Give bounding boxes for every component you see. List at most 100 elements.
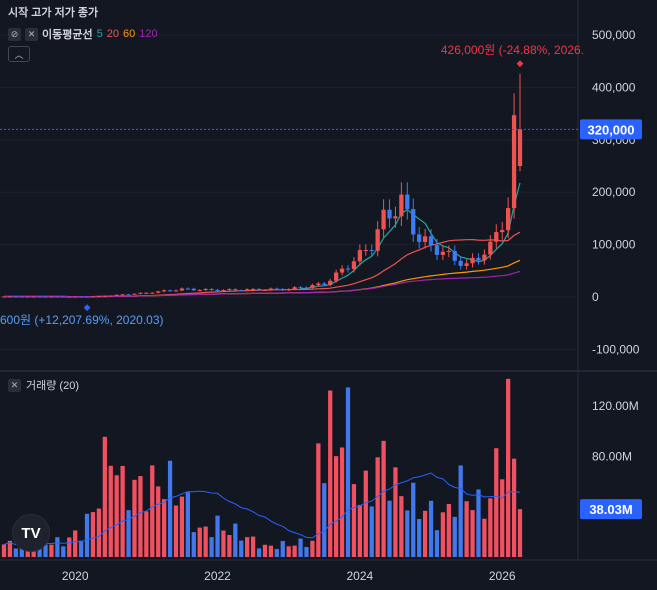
candle-body [31,296,36,298]
volume-bar [339,447,345,557]
candle-body [440,251,446,255]
candle-body [167,290,173,292]
candle-body [357,250,362,262]
chevron-up-icon[interactable]: ︿ [8,46,30,62]
low-marker: ◆ [84,302,91,312]
volume-tick-label: 80.00M [592,449,632,463]
volume-bar [506,378,511,557]
volume-bar [422,510,428,557]
volume-bar [250,536,256,557]
price-tick-label: 100,000 [592,238,636,252]
candle-body [132,293,137,295]
volume-bar [245,537,250,557]
volume-bar [55,537,60,557]
moving-average-legend: ⊘ ✕ 이동평균선 5 20 60 120 [8,26,158,42]
candle-body [221,290,226,292]
candle-body [37,296,42,298]
volume-bar [494,448,499,557]
candle-body [55,296,60,298]
volume-bar [470,510,475,557]
volume-bar [482,518,487,557]
ma-title: 이동평균선 [42,29,93,41]
volume-bar [417,519,422,557]
candle-body [422,236,428,242]
ma-60-label: 60 [122,28,136,40]
volume-bar [102,436,107,557]
volume-ma-line [3,472,521,546]
volume-legend: ✕ 거래량 (20) [8,377,79,393]
low-annotation: 600원 (+12,207.69%, 2020.03) [0,313,164,327]
close-icon[interactable]: ✕ [25,27,38,41]
candle-body [381,209,386,230]
candle-body [369,249,374,251]
candle-body [345,268,351,270]
candle-body [351,261,357,270]
candle-body [488,241,493,255]
volume-bar [78,540,84,557]
eye-off-icon[interactable]: ⊘ [8,27,21,41]
candle-body [334,272,339,281]
volume-bar [328,390,333,557]
candle-body [399,194,404,217]
volume-bar [227,535,232,557]
candle-body [393,216,398,219]
volume-bar [280,541,285,557]
volume-bar [179,496,185,557]
candle-body [191,288,196,291]
candle-body [428,236,434,246]
candle-body [25,296,30,298]
candle-body [156,291,161,293]
candle-body [19,296,24,298]
volume-bar [114,475,119,557]
candle-body [96,295,102,297]
candle-body [470,257,475,264]
volume-bar [488,498,493,557]
ma-120-label: 120 [139,28,158,40]
volume-bar [61,546,66,557]
candle-body [328,280,333,285]
volume-bar [90,512,96,557]
volume-bar [446,503,451,557]
tradingview-logo[interactable]: TV [12,514,50,552]
volume-bar [120,465,125,557]
volume-bar [405,510,410,557]
volume-bar [256,548,262,557]
time-tick-label: 2026 [489,569,516,583]
price-tick-label: 500,000 [592,28,636,42]
candle-body [209,289,214,291]
candle-body [233,289,238,291]
volume-bar [369,506,374,557]
candle-body [411,209,416,235]
candle-body [506,208,511,231]
candle-body [78,296,84,298]
volume-bar [13,548,18,557]
volume-bar [357,504,362,557]
volume-collapse-icon[interactable]: ✕ [8,378,21,392]
volume-bar [399,496,404,557]
candle-body [239,290,244,292]
candle-body [61,296,66,298]
volume-bar [144,511,149,557]
candle-body [298,287,303,289]
high-annotation: 426,000원 (-24.88%, 2026. [441,43,584,57]
candle-body [102,295,107,297]
volume-bar [150,465,155,557]
volume-bar [452,516,457,557]
candle-body [162,290,167,292]
volume-bar [322,483,327,557]
price-tick-label: 200,000 [592,185,636,199]
candle-body [310,285,315,288]
candle-body [458,260,463,266]
volume-bar [96,508,102,557]
candle-body [375,229,380,251]
volume-bar [345,387,351,557]
candle-body [482,254,487,261]
volume-bar [67,537,72,557]
ohlc-legend: 시작 고가 저가 종가 [8,7,99,19]
volume-bar [132,479,137,557]
last-price-badge [580,119,642,140]
candle-body [245,289,250,291]
ma-20-label: 20 [106,28,119,40]
candle-body [13,296,18,298]
